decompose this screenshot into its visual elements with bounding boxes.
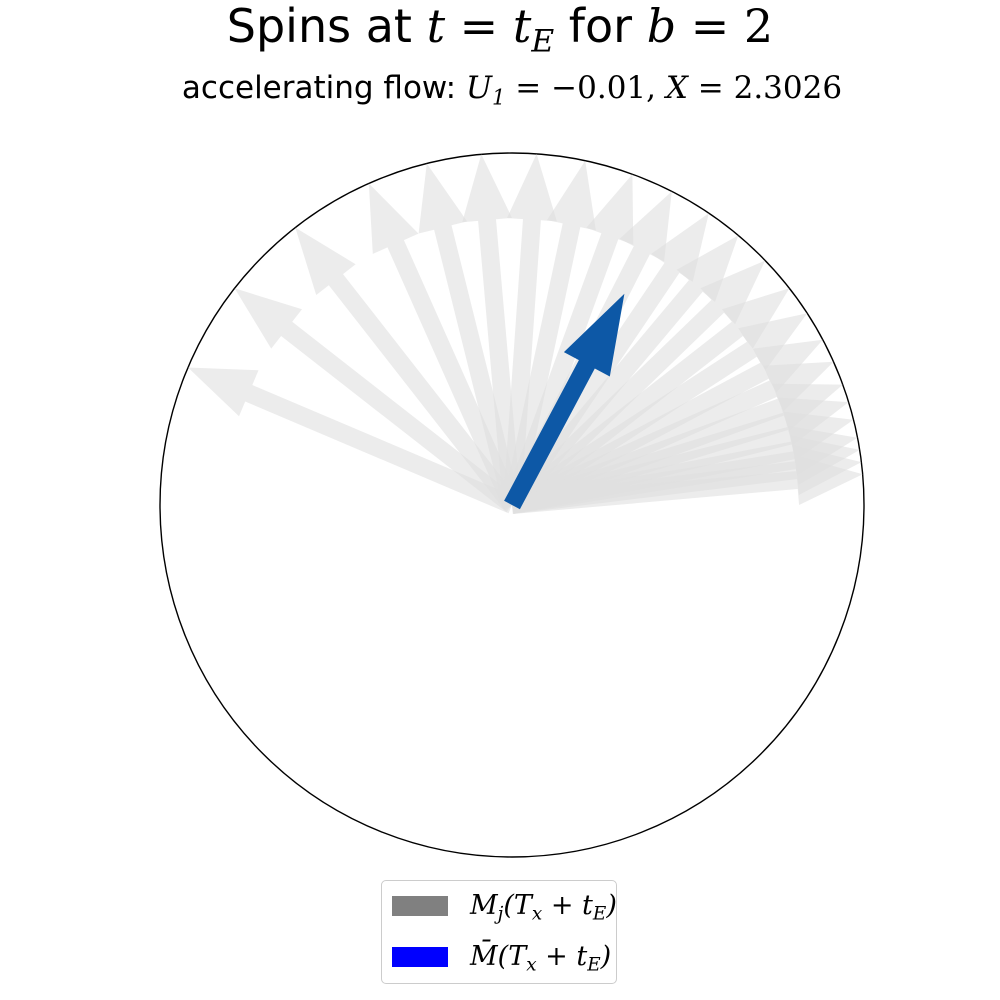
spin-arrow-7 <box>503 160 596 507</box>
legend-label-spins: Mj(Tx + tE) <box>470 890 617 925</box>
unit-circle <box>159 152 865 858</box>
legend: Mj(Tx + tE) M̄(Tx + tE) <box>381 880 617 984</box>
spin-arrow-4 <box>418 163 521 508</box>
legend-swatch-mean <box>392 947 448 967</box>
legend-item-spins: Mj(Tx + tE) <box>392 888 617 928</box>
spin-arrow-2 <box>295 227 520 511</box>
legend-swatch-spins <box>392 896 448 916</box>
spin-arrow-5 <box>462 154 521 506</box>
figure-title: Spins at t = tE for b = 2 <box>226 0 774 60</box>
spin-arrow-23 <box>511 455 863 514</box>
spin-arrow-0 <box>188 367 516 514</box>
spin-arrow-3 <box>368 183 521 509</box>
spin-arrow-8 <box>503 174 634 509</box>
figure-subtitle: accelerating flow: U1 = −0.01, X = 2.302… <box>181 70 843 110</box>
mean-spin-arrow <box>504 293 625 510</box>
spins-group <box>188 153 863 514</box>
spin-arrow-1 <box>234 288 518 513</box>
legend-item-mean: M̄(Tx + tE) <box>392 939 612 979</box>
spin-arrow-11 <box>505 235 739 511</box>
legend-label-mean: M̄(Tx + tE) <box>470 941 612 976</box>
mean-group <box>504 293 625 510</box>
spin-arrow-6 <box>503 153 557 506</box>
